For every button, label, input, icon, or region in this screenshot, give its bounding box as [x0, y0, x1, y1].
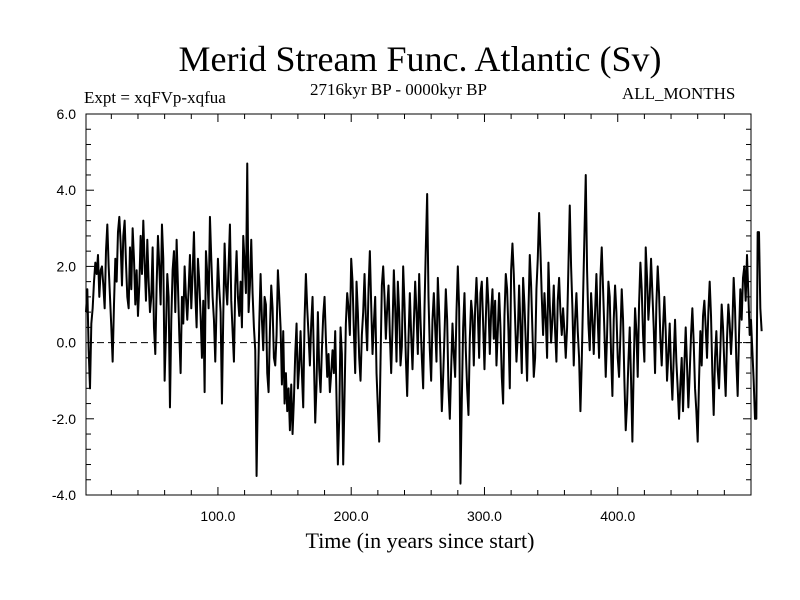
plot-frame — [85, 113, 752, 496]
y-tick-label: 4.0 — [57, 182, 77, 198]
y-tick-label: 2.0 — [57, 258, 77, 274]
y-tick-label: -4.0 — [52, 487, 76, 503]
x-tick-label: 100.0 — [200, 508, 235, 524]
y-tick-label: -2.0 — [52, 411, 76, 427]
chart-title: Merid Stream Func. Atlantic (Sv) — [178, 39, 662, 79]
y-tick-label: 6.0 — [57, 106, 77, 122]
data-series-line — [85, 162, 763, 485]
y-tick-label: 0.0 — [57, 335, 77, 351]
chart-subtitle: 2716kyr BP - 0000kyr BP — [310, 80, 487, 99]
months-label: ALL_MONTHS — [622, 84, 736, 103]
x-tick-label: 200.0 — [334, 508, 369, 524]
x-tick-label: 300.0 — [467, 508, 502, 524]
x-axis-label: Time (in years since start) — [305, 528, 535, 553]
x-tick-label: 400.0 — [600, 508, 635, 524]
experiment-label: Expt = xqFVp-xqfua — [84, 88, 226, 107]
